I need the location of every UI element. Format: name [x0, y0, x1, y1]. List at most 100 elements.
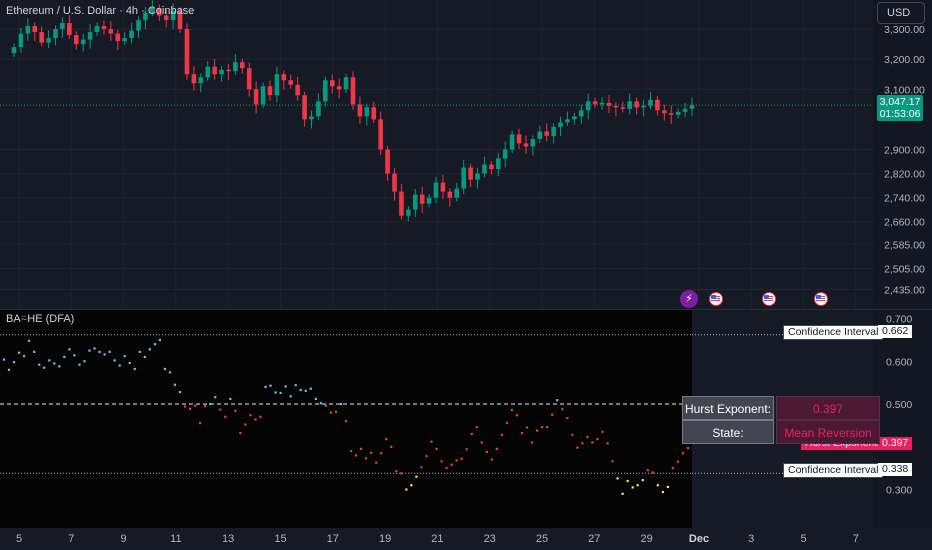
candle	[343, 73, 349, 93]
hurst-point	[606, 442, 609, 445]
candle-body	[336, 86, 342, 90]
hurst-point	[163, 367, 167, 371]
candle	[53, 25, 58, 46]
candle-body	[523, 143, 529, 147]
hurst-point	[199, 421, 202, 424]
candle-body	[668, 113, 674, 115]
last-price-value: 3,047.17	[879, 96, 921, 108]
indicator-plot-bg	[0, 310, 692, 528]
hurst-point	[450, 463, 453, 466]
hurst-point	[219, 408, 222, 411]
hurst-point	[38, 363, 41, 366]
hurst-key-cell: Hurst Exponent:	[682, 396, 774, 420]
hurst-point	[385, 437, 388, 441]
price-chart[interactable]: 3,300.00 3,200.00 3,100.00 2,900.00 2,820.00…	[0, 0, 932, 310]
hurst-point	[113, 359, 116, 362]
price-tick-label: 2,740.00	[884, 193, 925, 205]
candle-body	[343, 77, 349, 90]
symbol-title: Ethereum / U.S. Dollar · 4h · Coinbase	[6, 5, 195, 17]
candle-body	[426, 197, 432, 204]
candle	[634, 97, 639, 115]
candle	[392, 167, 397, 201]
candle	[205, 60, 211, 81]
candle-body	[101, 26, 107, 30]
candle-body	[115, 33, 121, 42]
candle	[240, 58, 245, 74]
hurst-point	[344, 420, 348, 423]
hurst-point	[485, 450, 488, 454]
candle	[585, 93, 591, 120]
candle-body	[170, 11, 176, 21]
hurst-point	[173, 383, 177, 386]
candle-body	[475, 173, 480, 180]
us-flag-icon[interactable]	[762, 292, 776, 306]
hurst-point	[435, 447, 438, 451]
candle	[163, 9, 169, 28]
candle-body	[447, 191, 453, 198]
state-key-cell: State:	[682, 420, 774, 444]
hurst-point	[324, 404, 327, 407]
candle-body	[108, 29, 114, 34]
hurst-point	[500, 433, 504, 436]
candle	[170, 3, 176, 30]
candle-body	[267, 86, 273, 96]
hurst-point	[48, 359, 51, 362]
time-axis-label: 9	[120, 533, 127, 545]
hurst-point	[249, 414, 252, 417]
candle-body	[212, 66, 217, 75]
candle	[184, 23, 190, 80]
candle-body	[627, 101, 633, 109]
time-axis-label: Dec	[688, 533, 710, 545]
candle-body	[565, 119, 570, 123]
candle	[475, 167, 480, 189]
hurst-point	[299, 388, 302, 392]
candle-body	[378, 119, 383, 150]
state-value-cell: Mean Reversion	[776, 420, 880, 444]
hurst-point	[470, 432, 473, 436]
hurst-point	[178, 390, 182, 394]
indicator-tick-label: 0.300	[886, 485, 912, 497]
candle	[572, 112, 577, 125]
price-scale-bg	[873, 0, 932, 310]
candle	[316, 93, 321, 120]
hurst-point	[108, 350, 111, 353]
candle	[592, 97, 598, 108]
hurst-point	[143, 355, 146, 359]
indicator-scale-bg	[873, 310, 932, 528]
last-price-tag: 3,047.17 01:53:06	[877, 95, 923, 121]
candle-body	[454, 188, 460, 198]
candle	[246, 62, 252, 97]
hurst-point	[651, 471, 654, 474]
time-axis[interactable]: 5 7 9 11 13 15 17 19 21 23 25 27 29 Dec 3 5 7	[0, 528, 932, 550]
price-tick-label: 2,585.00	[884, 239, 925, 251]
candle	[454, 182, 460, 202]
indicator-title[interactable]: BA⍨HE (DFA)	[6, 313, 75, 325]
candle-body	[606, 102, 612, 106]
candle-body	[309, 116, 314, 120]
hurst-point	[53, 362, 56, 365]
us-flag-icon[interactable]	[814, 292, 828, 306]
candle-body	[412, 194, 418, 210]
hurst-point	[329, 411, 333, 414]
flash-icon[interactable]: ⚡	[680, 290, 698, 308]
hurst-point	[103, 353, 106, 356]
candle-body	[295, 84, 300, 96]
candle	[385, 145, 390, 181]
hurst-point	[339, 402, 343, 406]
us-flag-icon[interactable]	[709, 292, 723, 306]
hurst-point	[28, 339, 31, 342]
candle	[565, 111, 570, 127]
hurst-point	[440, 460, 443, 463]
candle-body	[150, 8, 155, 13]
candle-body	[599, 102, 605, 105]
candle-body	[675, 111, 681, 115]
candle-body	[240, 62, 245, 69]
candle-body	[371, 107, 377, 120]
hurst-point	[551, 413, 554, 416]
hurst-point	[541, 426, 544, 429]
hurst-point	[204, 405, 207, 408]
time-axis-label: 27	[588, 533, 601, 545]
time-axis-label: 19	[378, 533, 392, 545]
hurst-point	[530, 441, 534, 444]
currency-button[interactable]: USD	[877, 2, 925, 24]
